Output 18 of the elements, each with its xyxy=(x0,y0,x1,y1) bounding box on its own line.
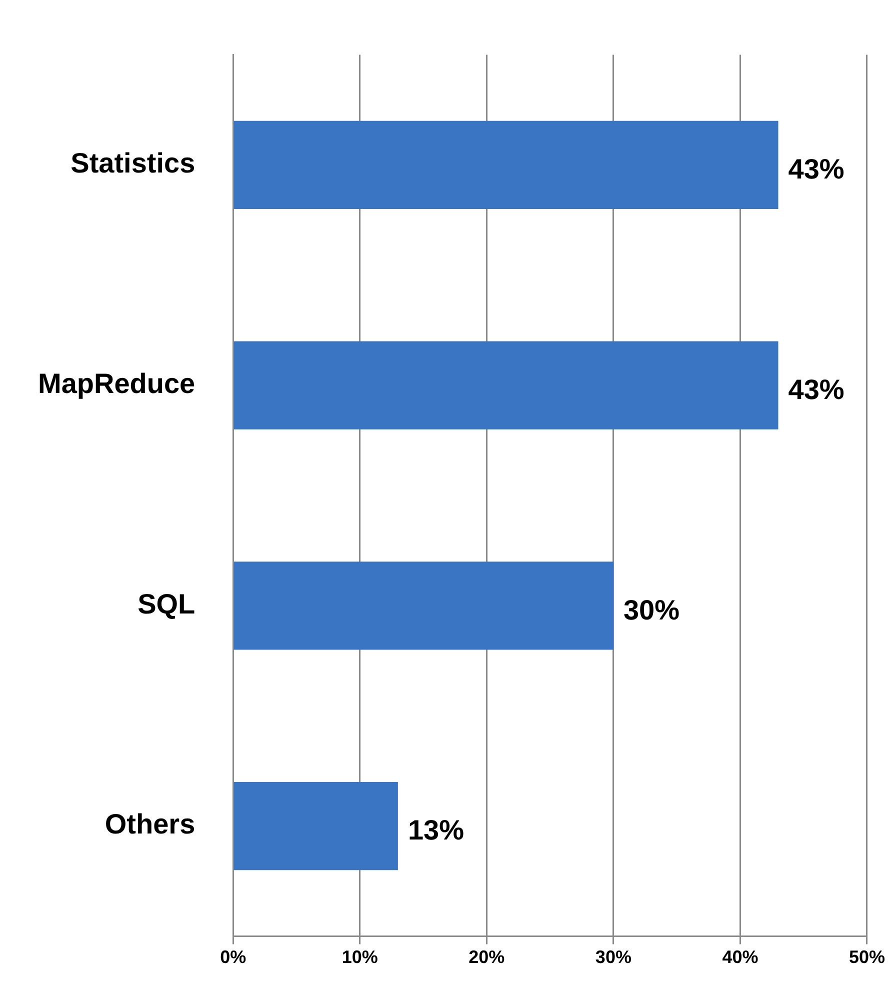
bar xyxy=(234,120,778,210)
x-tick-label: 40% xyxy=(722,946,758,967)
y-tick-label: SQL xyxy=(138,588,196,620)
y-tick-label: MapReduce xyxy=(38,368,196,400)
y-tick-label: Statistics xyxy=(70,148,196,179)
bar xyxy=(234,782,398,870)
data-label: 30% xyxy=(623,594,680,626)
x-tick-label: 0% xyxy=(220,946,246,967)
x-tick-label: 20% xyxy=(468,946,505,967)
data-label: 43% xyxy=(788,374,844,406)
x-tick-label: 30% xyxy=(595,946,632,967)
bar xyxy=(234,562,614,650)
x-tick-label: 50% xyxy=(848,946,885,967)
data-label: 43% xyxy=(788,154,844,185)
bar xyxy=(234,341,778,430)
x-tick-label: 10% xyxy=(342,946,378,967)
data-label: 13% xyxy=(408,814,464,846)
y-tick-label: Others xyxy=(104,808,196,840)
